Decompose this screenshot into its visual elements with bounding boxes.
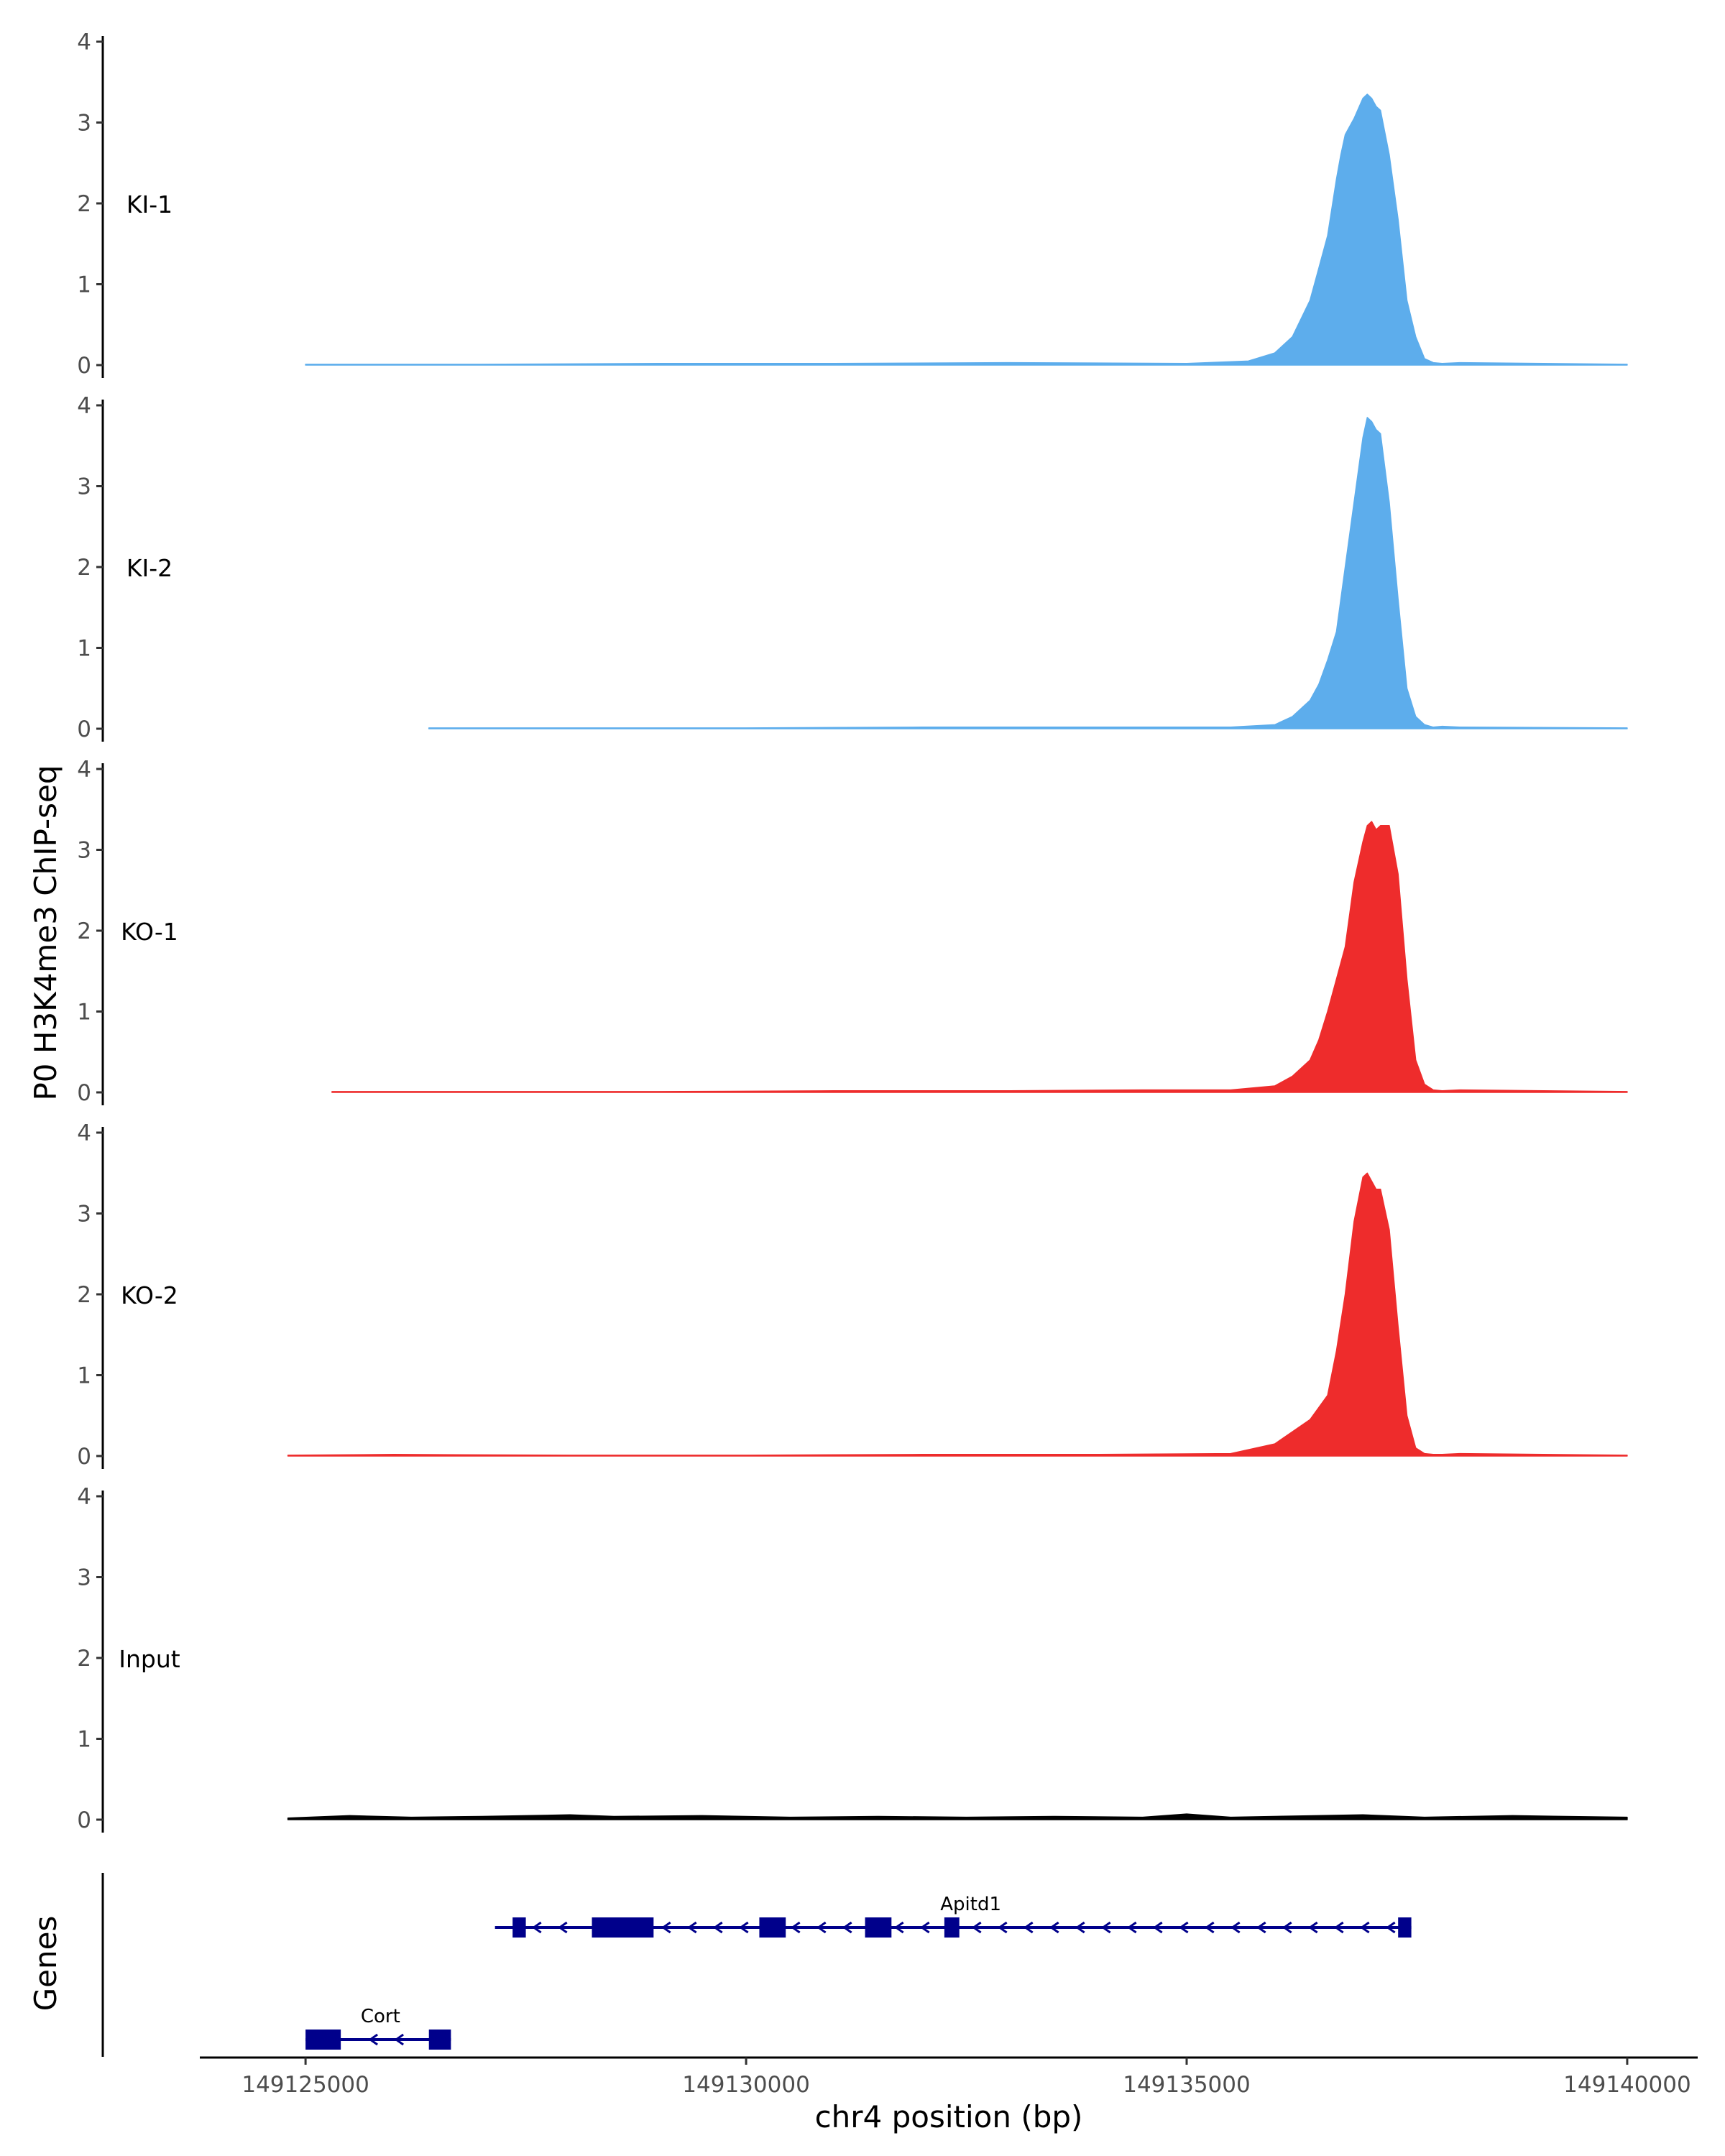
exon-block [592,1917,654,1938]
exon-block [759,1917,786,1938]
x-tick-label: 149140000 [1563,2072,1691,2098]
track-label: Input [119,1645,180,1673]
strand-arrow [1049,1921,1059,1934]
x-axis-title: chr4 position (bp) [815,2099,1083,2134]
y-tick-label: 1 [77,1363,91,1389]
strand-arrow [842,1921,852,1934]
y-tick-label: 3 [77,474,91,500]
y-tick-label: 0 [77,353,91,379]
track-panel: 0 1 2 3 4 KO-1 [77,757,1628,1106]
exon-block [512,1917,526,1938]
y-tick-label: 1 [77,1000,91,1026]
y-tick-label: 2 [77,555,91,581]
strand-arrow [532,1921,542,1934]
x-tick-label: 149130000 [682,2072,810,2098]
y-tick-label: 2 [77,918,91,944]
strand-arrow [998,1921,1008,1934]
strand-arrow [368,2033,378,2046]
track-panel: 0 1 2 3 4 KI-1 [77,29,1628,379]
strand-arrow [1101,1921,1111,1934]
gene-name-label: Cort [361,2006,400,2027]
strand-arrow [1127,1921,1137,1934]
y-tick-label: 3 [77,111,91,137]
x-tick-label: 149135000 [1123,2072,1251,2098]
track-panel: 0 1 2 3 4 KI-2 [77,393,1628,742]
signal-tracks: 0 1 2 3 4 KI-1 0 1 2 3 4 KI-2 0 1 2 3 4 KO-1 0 1 2 3 4 KO-2 0 1 2 3… [77,29,1628,1833]
gene-name-label: Apitd1 [940,1894,1001,1915]
strand-arrow [972,1921,982,1934]
strand-arrow [661,1921,671,1934]
y-tick-label: 0 [77,1444,91,1470]
y-tick-label: 1 [77,1727,91,1753]
strand-arrow [1024,1921,1034,1934]
strand-arrow [1230,1921,1241,1934]
gene-model: Apitd1 [494,1894,1412,1938]
strand-arrow [1334,1921,1344,1934]
signal-area [287,1813,1628,1820]
y-tick-label: 2 [77,1282,91,1308]
exon-block [1398,1917,1412,1938]
strand-arrow [1360,1921,1370,1934]
strand-arrow [394,2033,404,2046]
y-tick-label: 1 [77,272,91,298]
strand-arrow [739,1921,749,1934]
y-tick-label: 0 [77,717,91,742]
y-tick-label: 1 [77,636,91,662]
track-panel: 0 1 2 3 4 KO-2 [77,1120,1628,1470]
strand-arrow [920,1921,930,1934]
y-tick-label: 3 [77,838,91,864]
y-tick-label: 3 [77,1202,91,1227]
strand-arrow [816,1921,827,1934]
track-label: KO-2 [121,1281,178,1309]
y-axis-title: P0 H3K4me3 ChIP-seq [28,765,63,1100]
strand-arrow [558,1921,568,1934]
exon-block [428,2030,451,2050]
y-tick-label: 0 [77,1080,91,1106]
strand-arrow [1282,1921,1292,1934]
y-tick-label: 2 [77,191,91,217]
y-tick-label: 4 [77,393,91,419]
y-tick-label: 3 [77,1565,91,1591]
y-tick-label: 4 [77,1120,91,1146]
track-label: KO-1 [121,918,178,946]
y-tick-label: 4 [77,757,91,783]
strand-arrow [791,1921,801,1934]
y-tick-label: 0 [77,1807,91,1833]
exon-block [944,1917,960,1938]
exon-block [865,1917,892,1938]
strand-arrow [713,1921,723,1934]
x-axis: 149125000 149130000 149135000 149140000 [200,2056,1698,2098]
strand-arrow [1153,1921,1163,1934]
gene-model: Cort [305,2006,451,2050]
signal-area [305,93,1628,366]
strand-arrow [1205,1921,1215,1934]
y-tick-label: 4 [77,29,91,55]
strand-arrow [894,1921,904,1934]
genes-axis-title: Genes [28,1916,63,2012]
signal-area [331,821,1628,1093]
track-panel: 0 1 2 3 4 Input [77,1484,1628,1833]
track-label: KI-1 [126,190,172,218]
exon-block [305,2030,341,2050]
signal-area [428,417,1628,729]
strand-arrow [1075,1921,1085,1934]
track-label: KI-2 [126,554,172,582]
strand-arrow [1308,1921,1318,1934]
gene-track: Apitd1 Cort [101,1873,1412,2057]
strand-arrow [1386,1921,1396,1934]
y-tick-label: 4 [77,1484,91,1510]
y-tick-label: 2 [77,1646,91,1672]
x-tick-label: 149125000 [242,2072,369,2098]
signal-area [287,1172,1628,1457]
strand-arrow [687,1921,697,1934]
strand-arrow [1179,1921,1189,1934]
strand-arrow [1256,1921,1266,1934]
